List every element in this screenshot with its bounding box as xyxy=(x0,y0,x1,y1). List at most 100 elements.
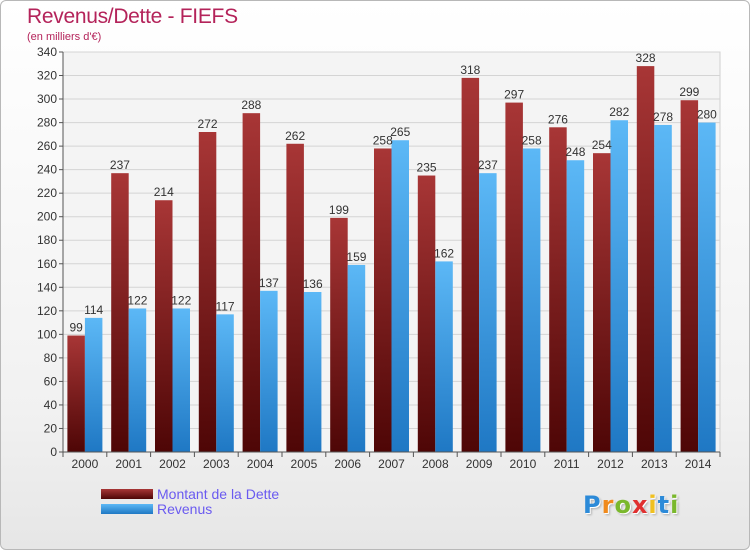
bar-dette xyxy=(636,66,655,452)
bar-dette xyxy=(155,200,173,452)
x-tick-label: 2003 xyxy=(203,457,230,471)
data-label-revenus: 159 xyxy=(346,250,366,264)
data-label-dette: 272 xyxy=(198,117,218,131)
bar-revenus xyxy=(303,292,322,452)
y-tick-label: 100 xyxy=(37,327,57,341)
x-tick-label: 2006 xyxy=(334,457,361,471)
logo-letter: o xyxy=(614,491,632,519)
data-label-dette: 199 xyxy=(329,203,349,217)
y-tick-label: 260 xyxy=(37,139,57,153)
bar-revenus xyxy=(435,261,453,452)
bar-dette xyxy=(67,335,85,452)
bar-revenus xyxy=(347,264,366,452)
data-label-dette: 237 xyxy=(110,158,130,172)
logo-letter: i xyxy=(670,491,680,519)
data-label-revenus: 237 xyxy=(478,158,498,172)
y-tick-label: 0 xyxy=(50,445,57,459)
bar-revenus xyxy=(522,148,541,452)
data-label-revenus: 280 xyxy=(697,108,717,122)
x-tick-label: 2012 xyxy=(597,457,624,471)
bar-dette xyxy=(374,148,392,452)
y-tick-label: 280 xyxy=(37,116,57,130)
data-label-revenus: 278 xyxy=(653,110,673,124)
y-tick-label: 240 xyxy=(37,163,57,177)
bar-revenus xyxy=(610,120,628,452)
legend-label-dette: Montant de la Dette xyxy=(157,485,280,502)
bar-dette xyxy=(505,102,523,453)
legend-item-dette: Montant de la Dette xyxy=(101,486,279,501)
logo-letter: t xyxy=(657,491,671,519)
x-tick-label: 2007 xyxy=(378,457,405,471)
data-label-revenus: 265 xyxy=(390,125,410,139)
bar-revenus xyxy=(479,173,497,453)
data-label-revenus: 162 xyxy=(434,246,454,260)
chart-subtitle: (en milliers d'€) xyxy=(27,31,102,43)
bar-revenus xyxy=(260,290,278,452)
data-label-revenus: 137 xyxy=(259,276,279,290)
legend-swatch-dette xyxy=(101,488,153,499)
bar-revenus xyxy=(172,308,190,452)
data-label-dette: 318 xyxy=(460,63,480,77)
y-tick-label: 120 xyxy=(37,304,57,318)
bar-dette xyxy=(286,143,304,452)
logo-letter: x xyxy=(631,491,649,519)
data-label-revenus: 122 xyxy=(127,293,147,307)
axes: 0 20 40 60 80 100 120 140 160 180 200 220 240 260 280 3… xyxy=(37,45,721,471)
y-tick-label: 220 xyxy=(37,186,57,200)
legend-label-revenus: Revenus xyxy=(157,500,213,517)
x-tick-label: 2005 xyxy=(291,457,318,471)
y-tick-label: 60 xyxy=(44,374,58,388)
bar-dette xyxy=(330,217,348,452)
legend-item-revenus: Revenus xyxy=(101,501,279,516)
data-label-revenus: 282 xyxy=(609,105,629,119)
bar-revenus xyxy=(84,317,103,452)
proxiti-logo: Proxiti xyxy=(583,491,679,519)
data-label-dette: 258 xyxy=(373,133,393,147)
x-tick-label: 2001 xyxy=(115,457,142,471)
y-tick-label: 140 xyxy=(37,280,57,294)
legend-swatch-revenus xyxy=(101,503,153,514)
data-label-dette: 235 xyxy=(417,161,437,175)
y-tick-label: 40 xyxy=(44,398,58,412)
logo-letter: r xyxy=(601,491,615,519)
bar-revenus xyxy=(216,314,234,452)
data-label-dette: 328 xyxy=(636,51,656,65)
y-tick-label: 340 xyxy=(37,45,57,59)
y-tick-label: 320 xyxy=(37,69,57,83)
logo-letter: i xyxy=(648,491,658,519)
data-label-revenus: 114 xyxy=(84,303,103,317)
bar-dette xyxy=(198,132,217,452)
bar-dette xyxy=(549,127,567,452)
x-tick-label: 2013 xyxy=(641,457,668,471)
logo-letter: P xyxy=(583,491,602,519)
data-label-dette: 297 xyxy=(504,88,524,102)
x-tick-label: 2004 xyxy=(247,457,274,471)
chart-title: Revenus/Dette - FIEFS xyxy=(27,5,238,28)
bar-dette xyxy=(417,175,436,452)
bar-revenus xyxy=(566,160,585,452)
data-label-dette: 214 xyxy=(154,185,174,199)
data-label-dette: 288 xyxy=(241,98,261,112)
data-label-dette: 276 xyxy=(548,112,568,126)
bar-revenus xyxy=(654,124,672,453)
x-tick-label: 2000 xyxy=(72,457,99,471)
data-label-dette: 262 xyxy=(285,129,305,143)
y-tick-label: 80 xyxy=(44,351,58,365)
x-tick-label: 2002 xyxy=(159,457,186,471)
bar-dette xyxy=(242,113,261,453)
bar-dette xyxy=(593,153,611,453)
bar-dette xyxy=(680,100,699,452)
y-tick-label: 300 xyxy=(37,92,57,106)
x-tick-label: 2010 xyxy=(510,457,537,471)
bar-dette xyxy=(111,173,129,453)
x-tick-label: 2014 xyxy=(685,457,712,471)
x-tick-label: 2011 xyxy=(554,457,580,471)
bar-revenus xyxy=(391,140,409,452)
data-label-revenus: 122 xyxy=(171,293,191,307)
y-tick-label: 160 xyxy=(37,257,57,271)
data-label-revenus: 117 xyxy=(215,299,234,313)
data-label-revenus: 258 xyxy=(522,133,542,147)
y-tick-label: 200 xyxy=(37,210,57,224)
